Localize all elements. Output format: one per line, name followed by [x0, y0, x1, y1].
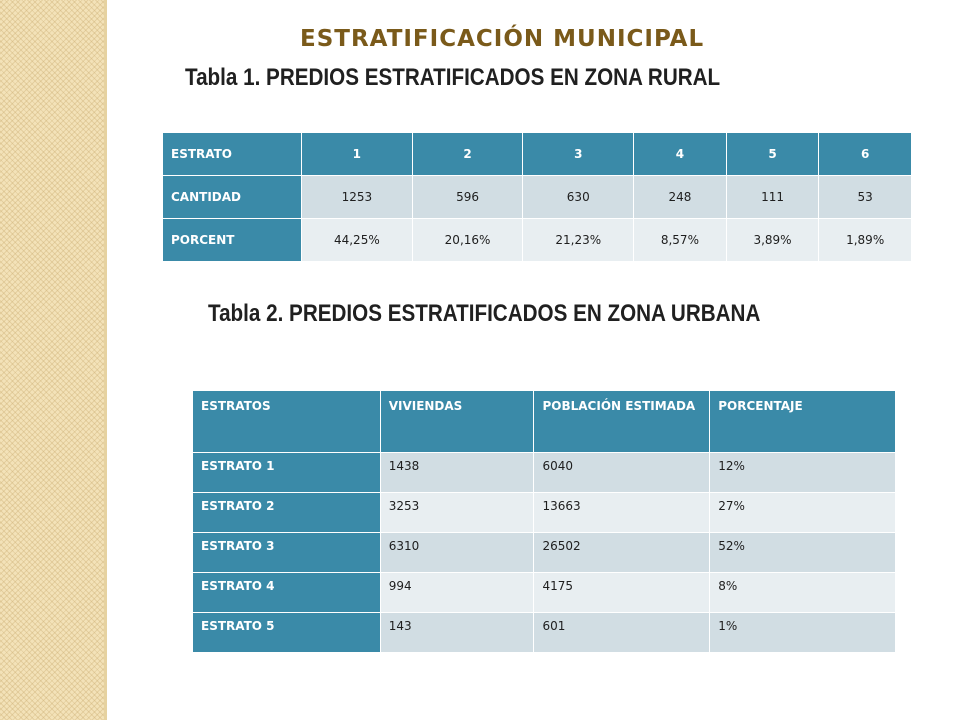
table-cell: 143 [379, 612, 535, 653]
header-cell: 1 [301, 132, 413, 176]
table-cell: 111 [725, 175, 820, 219]
table-cell: 8,57% [633, 218, 727, 262]
header-cell: ESTRATO [162, 132, 302, 176]
header-cell: PORCENTAJE [709, 390, 896, 453]
table-cell: 1253 [301, 175, 413, 219]
table-cell: 1% [709, 612, 896, 653]
table-cell: 8% [709, 572, 896, 613]
table-cell: 52% [709, 532, 896, 573]
header-cell: 5 [725, 132, 820, 176]
table2-title: Tabla 2. PREDIOS ESTRATIFICADOS EN ZONA … [208, 300, 761, 327]
row-header-cell: ESTRATO 2 [192, 492, 381, 533]
table-cell: 20,16% [411, 218, 524, 262]
table-cell: 6310 [379, 532, 535, 573]
header-cell: 4 [633, 132, 727, 176]
row-header-cell: ESTRATO 3 [192, 532, 381, 573]
decorative-side-stripe [0, 0, 104, 720]
header-cell: POBLACIÓN ESTIMADA [533, 390, 711, 453]
table-cell: 13663 [533, 492, 711, 533]
table-cell: 4175 [533, 572, 711, 613]
table-cell: 994 [379, 572, 535, 613]
table-cell: 596 [411, 175, 524, 219]
table-row: PORCENT 44,25% 20,16% 21,23% 8,57% 3,89%… [162, 218, 912, 262]
table-row: ESTRATO 4 994 4175 8% [192, 572, 896, 613]
table-cell: 3,89% [725, 218, 820, 262]
table-row: ESTRATO 2 3253 13663 27% [192, 492, 896, 533]
table-cell: 630 [522, 175, 635, 219]
header-cell: VIVIENDAS [379, 390, 535, 453]
table-cell: 1438 [379, 452, 535, 493]
table1-title: Tabla 1. PREDIOS ESTRATIFICADOS EN ZONA … [185, 64, 721, 91]
table-cell: 6040 [533, 452, 711, 493]
table-row: ESTRATO 5 143 601 1% [192, 612, 896, 653]
table-cell: 3253 [379, 492, 535, 533]
table-cell: 12% [709, 452, 896, 493]
header-cell: 2 [411, 132, 524, 176]
header-cell: 6 [818, 132, 912, 176]
table-row: ESTRATO 3 6310 26502 52% [192, 532, 896, 573]
table-cell: 1,89% [818, 218, 912, 262]
table-header-row: ESTRATOS VIVIENDAS POBLACIÓN ESTIMADA PO… [192, 390, 896, 453]
table-cell: 53 [818, 175, 912, 219]
decorative-side-edge [104, 0, 107, 720]
table-cell: 44,25% [301, 218, 413, 262]
rural-strata-table: ESTRATO 1 2 3 4 5 6 CANTIDAD 1253 596 63… [162, 132, 912, 262]
header-cell: ESTRATOS [192, 390, 381, 453]
row-header-cell: ESTRATO 1 [192, 452, 381, 493]
table-cell: 601 [533, 612, 711, 653]
urban-strata-table: ESTRATOS VIVIENDAS POBLACIÓN ESTIMADA PO… [192, 390, 896, 653]
table-cell: 21,23% [522, 218, 635, 262]
page-title: ESTRATIFICACIÓN MUNICIPAL [300, 26, 705, 52]
table-header-row: ESTRATO 1 2 3 4 5 6 [162, 132, 912, 176]
row-header-cell: PORCENT [162, 218, 302, 262]
table-cell: 26502 [533, 532, 711, 573]
row-header-cell: ESTRATO 4 [192, 572, 381, 613]
table-row: ESTRATO 1 1438 6040 12% [192, 452, 896, 493]
table-row: CANTIDAD 1253 596 630 248 111 53 [162, 175, 912, 219]
row-header-cell: ESTRATO 5 [192, 612, 381, 653]
header-cell: 3 [522, 132, 635, 176]
table-cell: 27% [709, 492, 896, 533]
row-header-cell: CANTIDAD [162, 175, 302, 219]
table-cell: 248 [633, 175, 727, 219]
